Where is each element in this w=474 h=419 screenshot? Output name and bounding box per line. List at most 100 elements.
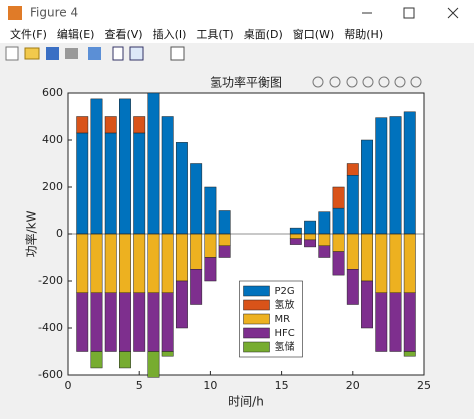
bar-segment (147, 292, 160, 352)
bar-segment (190, 163, 203, 235)
bar-segment (375, 292, 388, 352)
bar-segment (175, 233, 188, 282)
legend-label: HFC (275, 328, 295, 339)
axes-toolbar (312, 76, 422, 88)
title-bar (0, 0, 474, 26)
bar-segment (175, 142, 188, 235)
legend-swatch (243, 299, 270, 311)
bar-segment (147, 233, 160, 293)
bar-segment (346, 233, 359, 270)
y-tick-label: -600 (38, 368, 63, 381)
bar-segment (318, 245, 331, 258)
tool-link[interactable] (88, 47, 101, 60)
tool-open[interactable] (24, 47, 40, 60)
bar-segment (90, 98, 103, 235)
bar-segment (346, 163, 359, 176)
bar-segment (389, 233, 402, 293)
bar-segment (161, 233, 174, 293)
y-tick-label: -400 (38, 321, 63, 334)
bar-segment (289, 238, 302, 245)
bar-segment (133, 292, 146, 352)
bar-segment (332, 207, 345, 235)
bar-segment (119, 98, 131, 235)
bar-segment (175, 280, 188, 329)
tool-new[interactable] (5, 46, 19, 61)
bar-segment (104, 233, 117, 293)
legend-swatch (243, 327, 270, 339)
bar-segment (346, 175, 359, 235)
bar-segment (403, 292, 416, 352)
bar-segment (218, 233, 231, 246)
bar-segment (204, 233, 217, 258)
bar-segment (304, 220, 317, 235)
bar-segment (161, 292, 174, 352)
bar-segment (104, 116, 117, 134)
legend-swatch (243, 341, 270, 353)
bar-segment (332, 251, 345, 276)
x-tick-label: 25 (417, 379, 431, 392)
bar-segment (289, 233, 302, 239)
y-tick-label: 0 (56, 227, 63, 240)
bar-segment (90, 292, 103, 352)
x-tick-label: 0 (65, 379, 72, 392)
bar-segment (119, 292, 131, 352)
axes-tool[interactable] (312, 76, 324, 88)
bar-segment (147, 351, 160, 378)
bar-segment (361, 280, 373, 329)
y-tick-label: 400 (42, 133, 63, 146)
bar-segment (133, 132, 146, 235)
bar-segment (403, 233, 416, 293)
axes-tool[interactable] (378, 76, 390, 88)
app-icon (8, 6, 22, 20)
menu-item[interactable]: 查看(V) (104, 27, 142, 41)
bar-segment (119, 351, 131, 369)
bar-segment (204, 257, 217, 282)
y-axis-label: 功率/kW (24, 210, 39, 257)
axes-tool[interactable] (346, 76, 358, 88)
bar-segment (375, 117, 388, 235)
bar-segment (133, 233, 146, 293)
y-tick-label: -200 (38, 274, 63, 287)
menu-item[interactable]: 文件(F) (10, 27, 47, 41)
bar-segment (104, 132, 117, 235)
maximize[interactable] (403, 7, 415, 19)
tool-save[interactable] (46, 47, 59, 60)
legend-swatch (243, 313, 270, 325)
tool-propedit[interactable] (170, 46, 185, 61)
tool-colorbar[interactable] (112, 46, 124, 61)
bar-segment (104, 292, 117, 352)
menu-item[interactable]: 工具(T) (196, 28, 233, 41)
menu-item[interactable]: 桌面(D) (244, 28, 283, 41)
menu-item[interactable]: 编辑(E) (57, 27, 95, 41)
x-tick-label: 10 (203, 379, 217, 392)
legend-label: 氢放 (275, 298, 295, 311)
bar-segment (76, 233, 89, 293)
bar-segment (90, 351, 103, 369)
tool-print[interactable] (65, 48, 78, 59)
tool-legend[interactable] (129, 46, 144, 61)
menu-bar (0, 26, 474, 43)
close[interactable] (447, 7, 459, 19)
y-tick-label: 600 (42, 86, 63, 99)
menu-item[interactable]: 帮助(H) (344, 27, 383, 41)
menu-item[interactable]: 窗口(W) (293, 27, 334, 41)
x-axis-label: 时间/h (228, 395, 264, 409)
x-tick-label: 5 (136, 379, 143, 392)
legend-label: 氢储 (275, 340, 295, 353)
axes-tool[interactable] (394, 76, 406, 88)
axes-tool[interactable] (329, 76, 341, 88)
menu-item[interactable]: 插入(I) (153, 27, 187, 41)
bar-segment (190, 269, 203, 305)
toolbar (5, 46, 185, 61)
bar-segment (190, 233, 203, 270)
bar-segment (389, 292, 402, 352)
bar-segment (204, 186, 217, 235)
bar-segment (119, 233, 131, 293)
legend-swatch (243, 285, 270, 297)
bar-segment (389, 116, 402, 235)
axes-tool[interactable] (362, 76, 374, 88)
axes-tool[interactable] (410, 76, 422, 88)
bar-segment (76, 116, 89, 134)
